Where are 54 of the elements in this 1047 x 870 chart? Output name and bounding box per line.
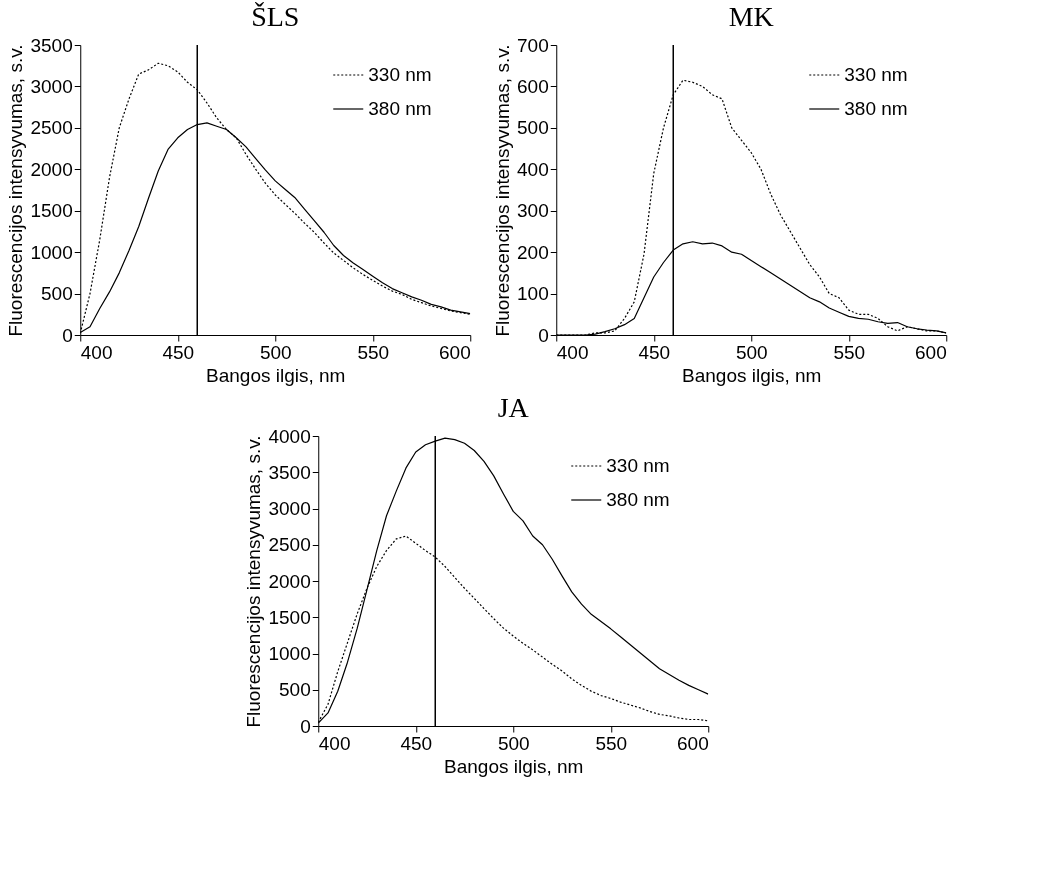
- chart-title: MK: [728, 1, 774, 32]
- y-tick-label: 1000: [268, 643, 311, 664]
- legend-label: 380 nm: [606, 489, 670, 510]
- x-tick-label: 600: [915, 341, 947, 363]
- y-tick-label: 500: [279, 679, 311, 701]
- x-tick-label: 450: [162, 341, 195, 363]
- y-tick-label: 500: [517, 117, 549, 139]
- x-tick-label: 450: [400, 732, 433, 754]
- y-tick-label: 2000: [268, 570, 311, 592]
- y-tick-label: 1000: [30, 241, 73, 263]
- y-tick-label: 0: [538, 324, 549, 346]
- y-tick-label: 100: [517, 283, 549, 305]
- legend-label: 330 nm: [606, 455, 670, 476]
- y-tick-label: 500: [41, 283, 73, 305]
- x-tick-label: 600: [677, 732, 709, 754]
- x-tick-label: 600: [439, 341, 471, 363]
- y-tick-label: 0: [300, 715, 311, 737]
- x-tick-label: 450: [638, 341, 671, 363]
- y-tick-label: 300: [517, 200, 549, 222]
- y-axis-title: Fluorescencijos intensyvumas, s.v.: [492, 44, 514, 337]
- y-tick-label: 3000: [30, 75, 73, 97]
- y-tick-label: 0: [62, 324, 73, 346]
- y-axis-title: Fluorescencijos intensyvumas, s.v.: [243, 435, 265, 728]
- chart-title: ŠLS: [251, 1, 300, 32]
- y-tick-label: 2500: [268, 534, 311, 556]
- legend-label: 330 nm: [844, 64, 908, 85]
- x-tick-label: 550: [357, 341, 390, 363]
- y-tick-label: 3500: [30, 34, 73, 56]
- legend-label: 380 nm: [368, 98, 432, 119]
- y-tick-label: 1500: [30, 200, 73, 222]
- x-tick-label: 500: [735, 341, 768, 363]
- x-tick-label: 500: [497, 732, 530, 754]
- y-tick-label: 700: [517, 34, 549, 56]
- y-tick-label: 3000: [268, 498, 311, 519]
- x-axis-title: Bangos ilgis, nm: [206, 364, 346, 386]
- y-tick-label: 400: [517, 158, 549, 180]
- x-tick-label: 550: [833, 341, 866, 363]
- x-axis-title: Bangos ilgis, nm: [444, 755, 584, 777]
- legend-label: 380 nm: [844, 98, 908, 119]
- y-tick-label: 1500: [268, 606, 311, 628]
- y-tick-label: 2500: [30, 117, 73, 139]
- y-tick-label: 2000: [30, 158, 73, 180]
- x-tick-label: 400: [80, 341, 113, 363]
- y-axis-title: Fluorescencijos intensyvumas, s.v.: [5, 44, 27, 337]
- legend-label: 330 nm: [368, 64, 432, 85]
- x-tick-label: 400: [318, 732, 351, 754]
- y-tick-label: 600: [517, 75, 549, 97]
- x-tick-label: 400: [556, 341, 589, 363]
- x-tick-label: 550: [595, 732, 628, 754]
- y-tick-label: 3500: [268, 461, 311, 483]
- y-tick-label: 200: [517, 241, 549, 263]
- chart-title: JA: [497, 392, 530, 423]
- y-tick-label: 4000: [268, 425, 311, 447]
- x-axis-title: Bangos ilgis, nm: [682, 364, 822, 386]
